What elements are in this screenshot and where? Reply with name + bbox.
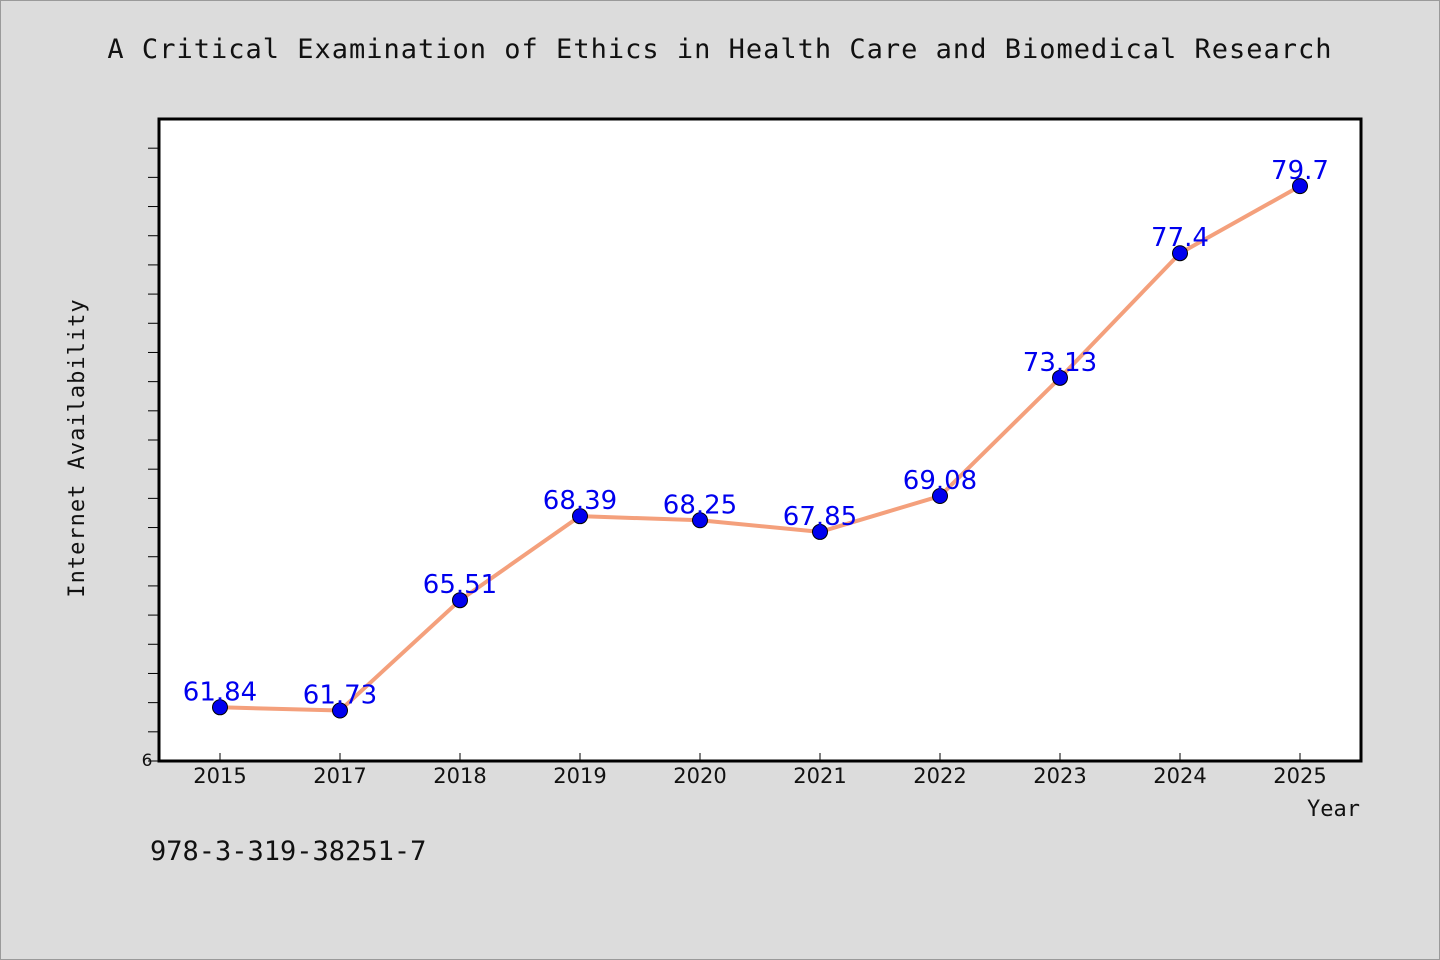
x-tick-label: 2021 xyxy=(793,764,846,788)
plot-area xyxy=(159,119,1361,761)
data-point xyxy=(812,523,828,540)
x-tick-label: 2020 xyxy=(673,764,726,788)
data-label: 61.73 xyxy=(303,681,377,711)
data-point xyxy=(692,512,708,529)
data-label: 69.08 xyxy=(903,466,977,496)
y-axis-label: Internet Availability xyxy=(65,298,90,597)
data-label: 65.51 xyxy=(423,570,497,600)
data-label: 68.39 xyxy=(543,486,617,516)
data-point xyxy=(932,488,948,505)
data-label: 73.13 xyxy=(1023,348,1097,378)
data-label: 61.84 xyxy=(183,677,257,707)
plot-border xyxy=(157,117,1363,763)
data-labels: 61.84 61.73 65.51 68.39 68.25 67.85 69.08 73.13… xyxy=(183,156,1329,710)
isbn-label: 978-3-319-38251-7 xyxy=(150,836,427,867)
data-point xyxy=(452,592,468,609)
data-point xyxy=(1172,245,1188,262)
series-line xyxy=(219,184,1301,713)
data-label: 77.4 xyxy=(1151,223,1209,253)
data-label: 68.25 xyxy=(663,490,737,520)
x-tick-label: 2017 xyxy=(313,764,366,788)
data-points xyxy=(212,178,1308,719)
x-tick-label: 2019 xyxy=(553,764,606,788)
data-label: 67.85 xyxy=(783,502,857,532)
x-axis-ticks: 2015 2017 2018 2019 2020 2021 2022 2023 2024 2025 xyxy=(193,753,1327,788)
data-point xyxy=(1292,178,1308,195)
x-tick-label: 2023 xyxy=(1033,764,1086,788)
x-tick-label: 2018 xyxy=(433,764,486,788)
y-tick-label: 6 xyxy=(142,751,153,771)
data-label: 79.7 xyxy=(1271,156,1329,186)
y-axis-ticks xyxy=(148,147,159,762)
x-tick-label: 2024 xyxy=(1153,764,1206,788)
data-point xyxy=(1052,369,1068,386)
x-tick-label: 2015 xyxy=(193,764,246,788)
x-tick-label: 2025 xyxy=(1273,764,1326,788)
data-point xyxy=(212,699,228,716)
chart-title: A Critical Examination of Ethics in Heal… xyxy=(107,34,1333,65)
data-point xyxy=(332,702,348,719)
x-tick-label: 2022 xyxy=(913,764,966,788)
data-point xyxy=(572,508,588,525)
x-axis-label: Year xyxy=(1307,797,1360,822)
